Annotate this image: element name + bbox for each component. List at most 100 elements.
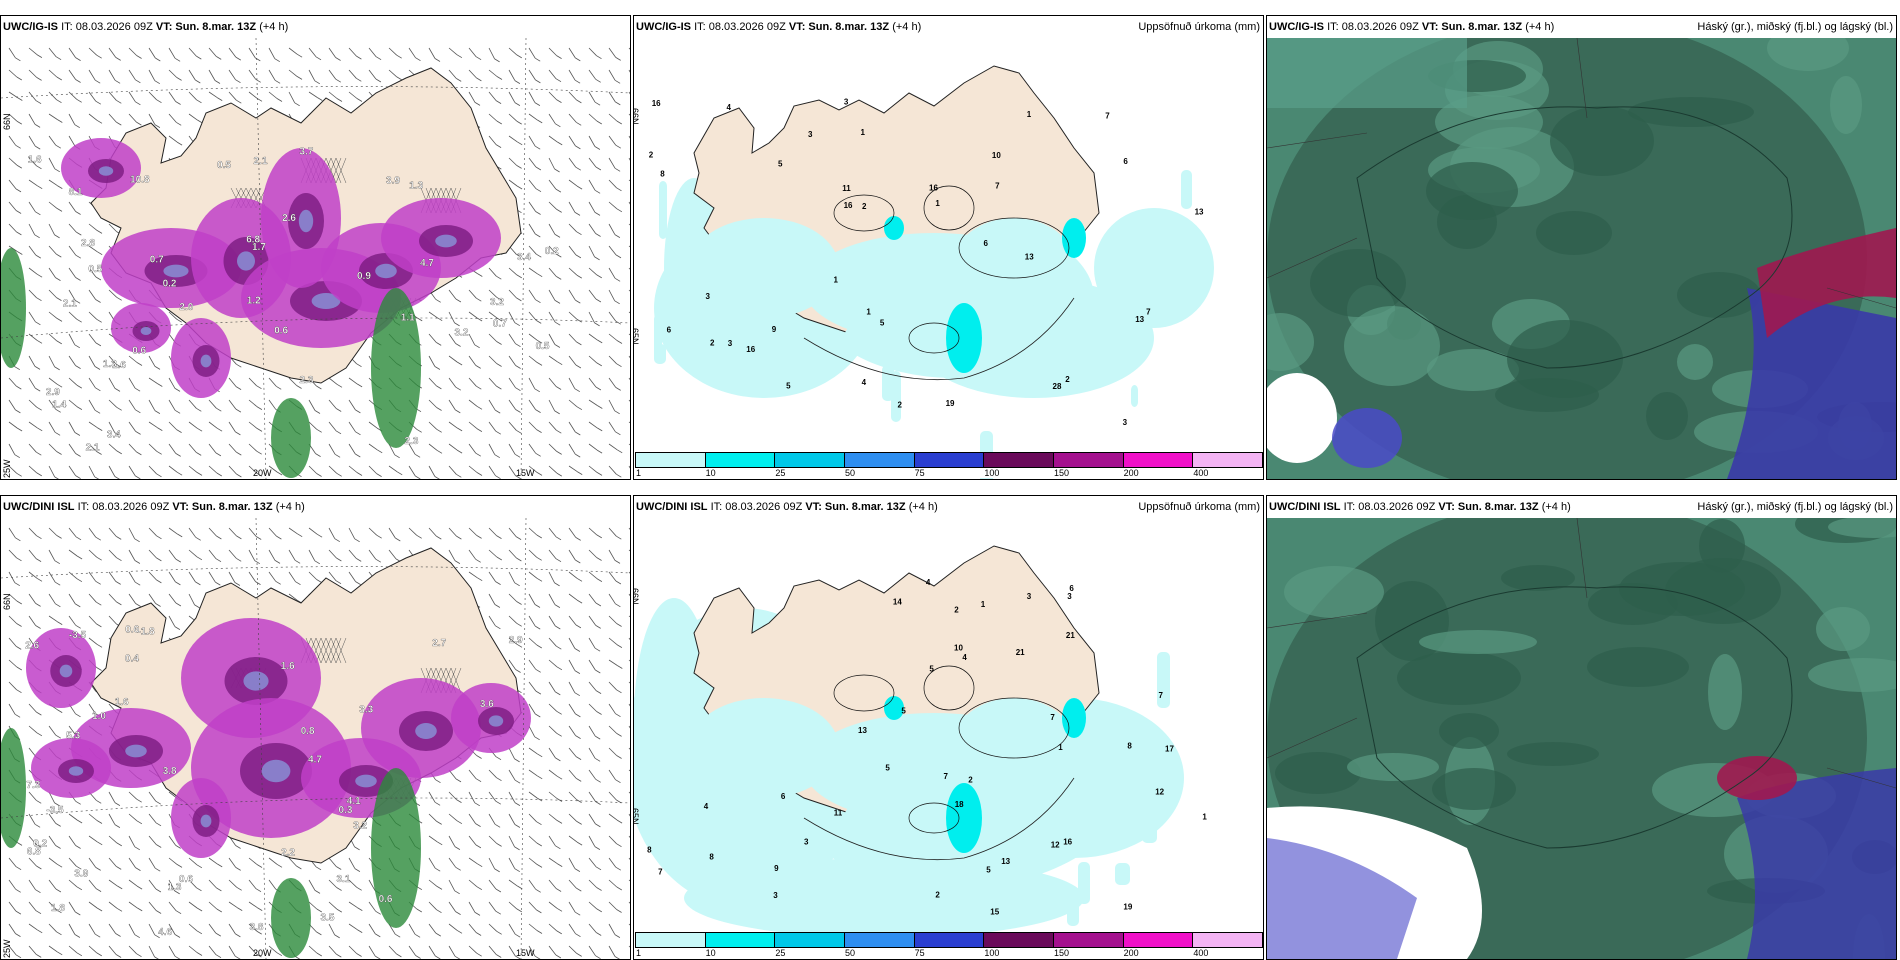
value-label: 3.1: [337, 874, 351, 885]
colorbar-tick: 25: [775, 468, 786, 478]
colorbar-swatch: [704, 452, 776, 468]
panel-temp-igis: UWC/IG-IS IT: 08.03.2026 09Z VT: Sun. 8.…: [0, 15, 631, 480]
panel-precip-igis: UWC/IG-IS IT: 08.03.2026 09Z VT: Sun. 8.…: [633, 15, 1264, 480]
value-label: 4.7: [308, 754, 322, 765]
value-label: 3: [808, 130, 813, 139]
lat-label: 66N: [634, 108, 640, 125]
value-label: -3.5: [46, 805, 64, 816]
value-label: 3.9: [386, 176, 400, 187]
model-name: UWC/IG-IS: [636, 21, 691, 33]
lead-time: (+4 h): [908, 501, 938, 513]
value-label: 3: [844, 97, 849, 106]
value-label: 16: [929, 184, 938, 193]
value-label: 6: [1069, 584, 1074, 593]
valid-time: VT: Sun. 8.mar. 13Z: [805, 501, 906, 513]
value-label: 4: [727, 103, 732, 112]
value-label: 3.4: [517, 252, 531, 263]
value-label: 2: [954, 606, 959, 615]
value-label: 15: [990, 908, 999, 917]
value-label: 0.2: [33, 839, 47, 850]
value-label: 3: [1027, 592, 1032, 601]
value-label: 1: [981, 600, 986, 609]
value-label: 10: [992, 151, 1001, 160]
lead-time: (+4 h): [259, 21, 289, 33]
value-label: 16: [652, 99, 661, 108]
graticule: [1, 518, 630, 959]
init-time: IT: 08.03.2026 09Z: [77, 501, 170, 513]
value-label: 3: [804, 837, 809, 846]
value-label: 2.7: [432, 638, 446, 649]
value-label: 2: [1065, 375, 1070, 384]
contour-line: [803, 777, 1075, 861]
value-label: 11: [834, 809, 843, 818]
value-label: 5: [929, 665, 934, 674]
value-label: 0.2: [163, 279, 177, 290]
value-label: 4: [962, 653, 967, 662]
value-label: 0.7: [150, 255, 164, 266]
value-label: 1.1: [401, 313, 415, 324]
model-name: UWC/DINI ISL: [636, 501, 708, 513]
init-time: IT: 08.03.2026 09Z: [710, 501, 803, 513]
colorbar-tick: 200: [1123, 468, 1139, 478]
init-time: IT: 08.03.2026 09Z: [1327, 21, 1419, 33]
value-label: -3.5: [69, 630, 87, 641]
panel-precip-dini: UWC/DINI ISL IT: 08.03.2026 09Z VT: Sun.…: [633, 495, 1264, 960]
colorbar-swatch: [774, 452, 845, 468]
value-label: 1: [1202, 813, 1207, 822]
value-label: 1.3: [409, 180, 423, 191]
value-label: 6.8: [27, 847, 41, 858]
precip-over-land: [689, 696, 1086, 853]
value-label: 8.1: [69, 187, 83, 198]
value-label: 3.2: [455, 328, 469, 339]
value-label: 16: [1063, 837, 1072, 846]
graticule: [1, 38, 630, 479]
panel-cloud-igis: UWC/IG-IS IT: 08.03.2026 09Z VT: Sun. 8.…: [1266, 15, 1897, 480]
value-labels: 1.71.61.32.02.83.93.73.24.76.810.83.48.1…: [28, 147, 560, 454]
model-name: UWC/IG-IS: [1269, 21, 1324, 33]
value-labels: 1.8 2.2 1.3 3.2 2.6 2.7 2.9 1.6 -1.8 -3.5 0.8 0.6 5.…: [25, 624, 523, 938]
value-label: 1.2: [247, 295, 261, 306]
value-label: 5: [986, 866, 991, 875]
value-label: 0.9: [357, 271, 371, 282]
value-label: 1: [1027, 110, 1032, 119]
value-label: 2: [710, 339, 715, 348]
colorbar-tick: 150: [1054, 468, 1070, 478]
value-label: 1.3: [103, 359, 117, 370]
value-label: 18: [955, 800, 964, 809]
value-label: 0.5: [88, 264, 102, 275]
value-label: 2.6: [25, 640, 39, 651]
value-label: 0.4: [125, 653, 139, 664]
value-label: 21: [1066, 631, 1075, 640]
lat-label: 66N: [2, 113, 12, 130]
value-label: 21: [1016, 648, 1025, 657]
value-label: 0.8: [301, 726, 315, 737]
value-label: 12: [1155, 788, 1164, 797]
lon-label: 15W: [516, 468, 535, 478]
value-label: 1.7: [252, 242, 266, 253]
valid-time: VT: Sun. 8.mar. 13Z: [788, 21, 890, 33]
value-label: 1: [861, 128, 866, 137]
value-label: 1.4: [52, 400, 66, 411]
precip-colorbar: 1 10 25 50 75 100 150 200 400: [635, 452, 1263, 478]
value-label: 6: [667, 326, 672, 335]
value-label: 3: [728, 339, 733, 348]
value-label: 17: [1165, 745, 1174, 754]
colorbar-tick: 100: [984, 468, 1000, 478]
precipitation-map: 5 6 6 3 2 5 10 16 4 6 3 7 9 13 16 1 1 19 16 5 1 1 2 13 13 11 16 2 3 4…: [634, 38, 1263, 479]
lon-label: 25W: [2, 939, 12, 958]
value-label: 0.6: [379, 894, 393, 905]
colorbar-swatch: [1053, 452, 1124, 468]
temperature-wind-map: 1.8 2.2 1.3 3.2 2.6 2.7 2.9 1.6 -1.8 -3.5 0.8 0.6 5.…: [1, 518, 630, 959]
value-label: 2.8: [81, 238, 95, 249]
colorbar-swatch: [844, 932, 915, 948]
temperature-shading: [61, 138, 501, 398]
colorbar-swatch: [635, 932, 706, 948]
value-label: 28: [1053, 382, 1062, 391]
panel-temp-dini: UWC/DINI ISL IT: 08.03.2026 09Z VT: Sun.…: [0, 495, 631, 960]
value-label: 7: [1159, 691, 1164, 700]
axis-labels: 66N 65N: [634, 588, 640, 825]
value-label: 13: [1001, 857, 1010, 866]
colorbar-swatch: [635, 452, 706, 468]
value-label: 2.2: [281, 848, 295, 859]
colorbar-tick: 400: [1193, 468, 1209, 478]
